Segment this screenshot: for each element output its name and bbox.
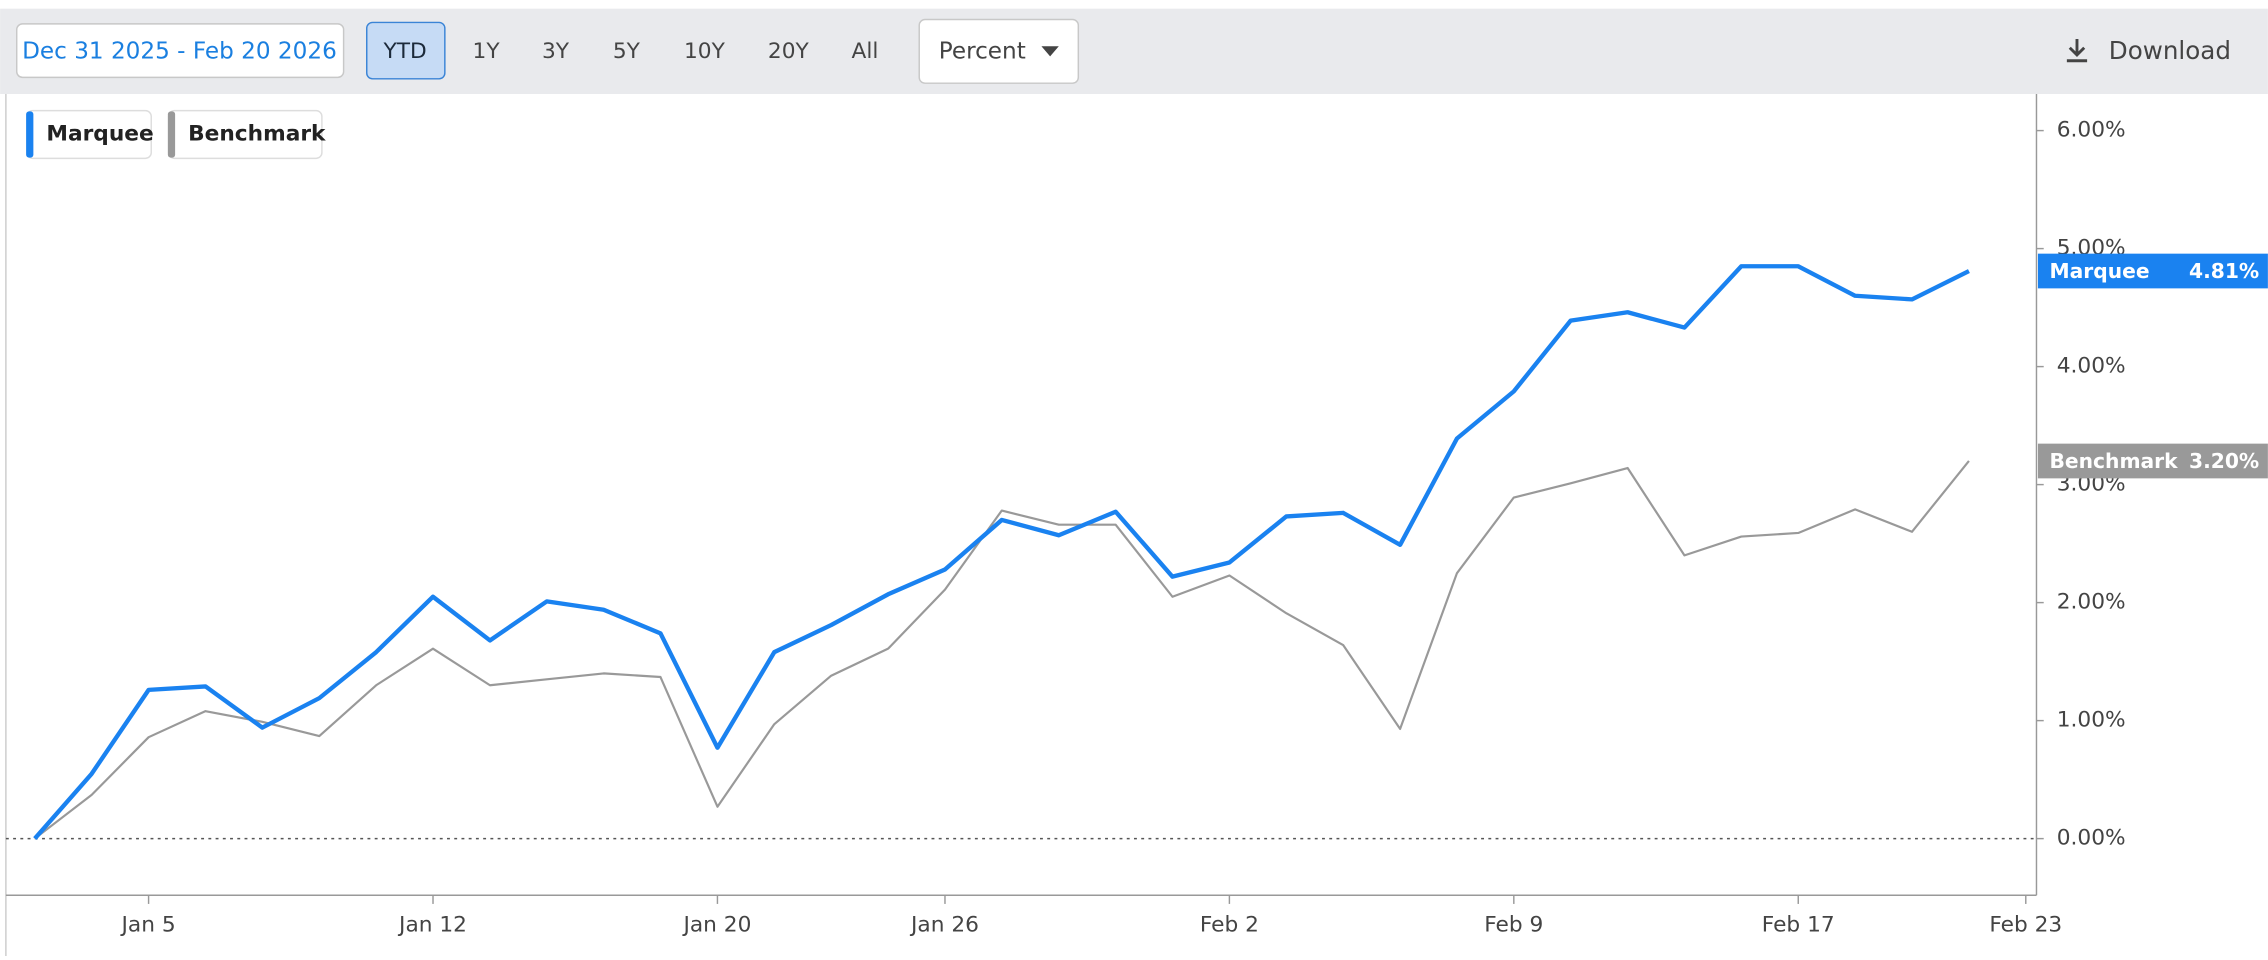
y-tick-label: 2.00% (2057, 590, 2126, 615)
x-tick-label: Feb 2 (1200, 913, 1259, 938)
x-tick-label: Jan 5 (120, 913, 176, 938)
legend-label[interactable]: Marquee (46, 122, 153, 147)
period-button[interactable]: 5Y (613, 39, 641, 64)
date-range-box[interactable] (16, 23, 345, 79)
legend-label[interactable]: Benchmark (188, 122, 326, 147)
end-tag (2037, 443, 2268, 479)
period-button[interactable]: 20Y (768, 39, 810, 64)
y-tick-label: 4.00% (2057, 354, 2126, 379)
mode-label[interactable]: Percent (939, 39, 1026, 65)
end-tag-name: Benchmark (2050, 449, 2179, 473)
x-tick-label: Feb 17 (1762, 913, 1835, 938)
period-active[interactable] (366, 21, 446, 80)
x-tick-label: Feb 23 (1989, 913, 2062, 938)
x-tick-label: Jan 26 (909, 913, 979, 938)
period-button[interactable]: 1Y (473, 39, 501, 64)
date-range[interactable]: Dec 31 2025 - Feb 20 2026 (22, 39, 337, 65)
legend-swatch (167, 111, 176, 158)
end-tag-value: 4.81% (2189, 259, 2259, 283)
end-tag-name: Marquee (2050, 259, 2150, 283)
dropdown-arrow (1041, 46, 1059, 57)
end-tag-value: 3.20% (2189, 449, 2259, 473)
y-tick-label: 6.00% (2057, 118, 2126, 143)
period-button[interactable]: All (852, 39, 879, 64)
x-tick-label: Feb 9 (1484, 913, 1543, 938)
download-icon[interactable] (2066, 39, 2088, 63)
period-button[interactable]: YTD (382, 39, 426, 64)
series-line (33, 264, 1970, 840)
mode-dropdown[interactable] (918, 18, 1080, 84)
period-button[interactable]: 10Y (684, 39, 726, 64)
period-button[interactable]: 3Y (542, 39, 570, 64)
y-tick-label: 1.00% (2057, 708, 2126, 733)
end-tag (2037, 253, 2268, 289)
x-tick-label: Jan 20 (681, 913, 751, 938)
y-tick-label: 0.00% (2057, 826, 2126, 851)
download[interactable]: Download (2109, 36, 2231, 65)
x-tick-label: Jan 12 (397, 913, 467, 938)
series-line (34, 460, 1970, 840)
legend-swatch (26, 111, 34, 158)
